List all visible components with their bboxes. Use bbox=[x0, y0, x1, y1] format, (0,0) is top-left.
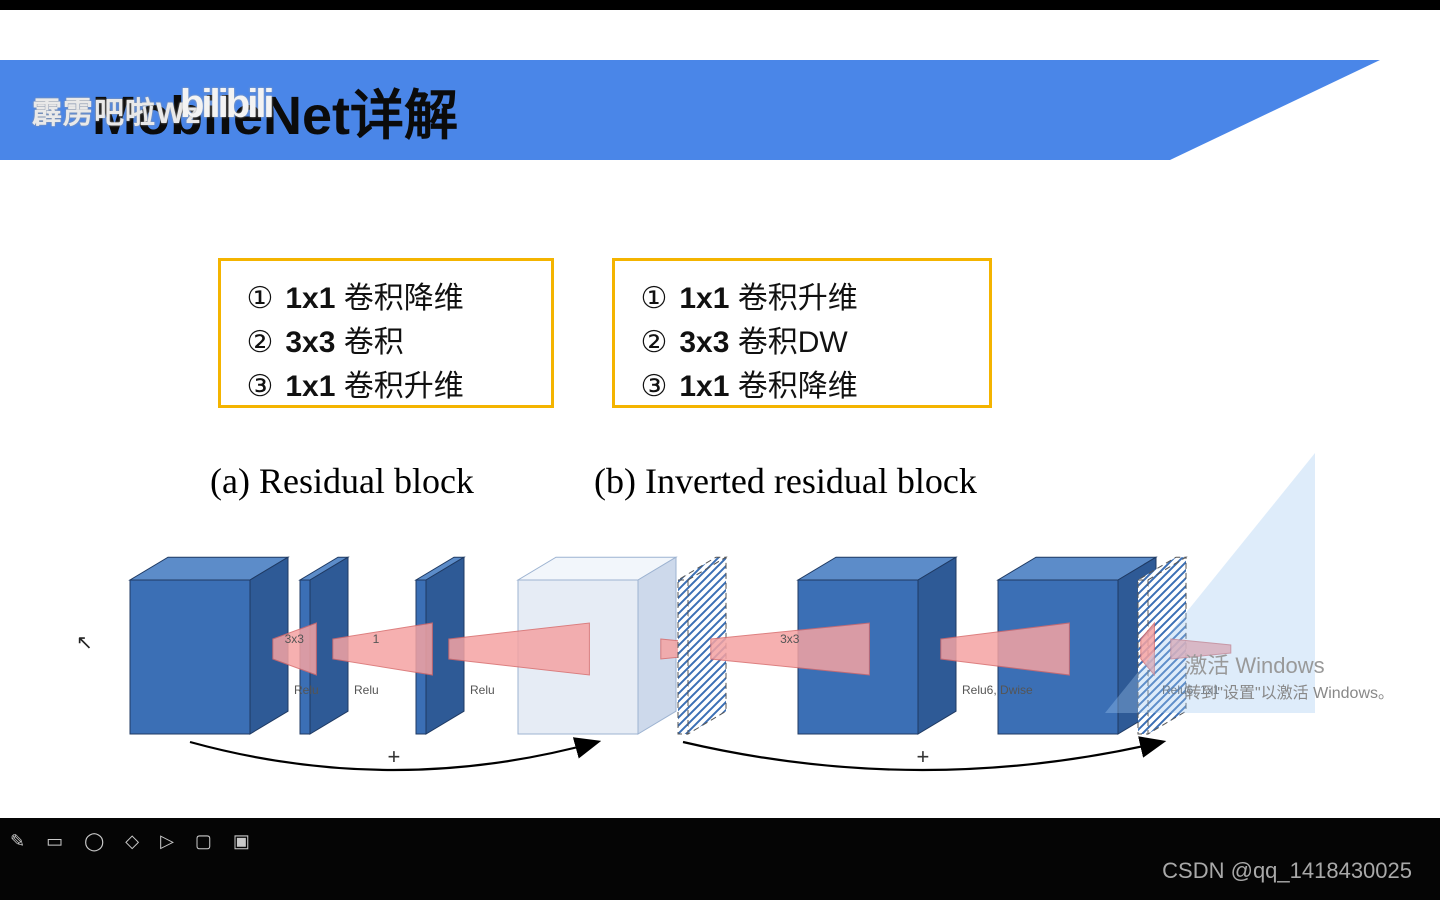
svg-text:1: 1 bbox=[373, 632, 380, 646]
caption-inverted: (b) Inverted residual block bbox=[594, 460, 977, 502]
bilibili-watermark: bilibili bbox=[180, 82, 272, 127]
author-watermark: 霹雳吧啦Wz bbox=[32, 88, 201, 132]
mouse-cursor-icon: ↖ bbox=[76, 630, 93, 655]
step-item: ③ 1x1 卷积降维 bbox=[637, 365, 955, 409]
slide: MobileNet详解 霹雳吧啦Wz bilibili ① 1x1 卷积降维 ②… bbox=[0, 10, 1440, 818]
svg-text:3x3: 3x3 bbox=[780, 632, 800, 646]
step-item: ③ 1x1 卷积升维 bbox=[243, 365, 517, 409]
steps-list-right: ① 1x1 卷积升维 ② 3x3 卷积DW ③ 1x1 卷积降维 bbox=[637, 277, 955, 409]
bottom-bar: ✎ ▭ ◯ ◇ ▷ ▢ ▣ CSDN @qq_1418430025 bbox=[0, 818, 1440, 900]
step-item: ② 3x3 卷积 bbox=[243, 321, 517, 365]
svg-text:+: + bbox=[917, 744, 930, 769]
steps-list-left: ① 1x1 卷积降维 ② 3x3 卷积 ③ 1x1 卷积升维 bbox=[243, 277, 517, 409]
svg-text:Relu6, Dwise: Relu6, Dwise bbox=[962, 683, 1033, 697]
svg-text:Relu: Relu bbox=[470, 683, 495, 697]
svg-text:Relu: Relu bbox=[294, 683, 319, 697]
step-item: ① 1x1 卷积降维 bbox=[243, 277, 517, 321]
step-item: ① 1x1 卷积升维 bbox=[637, 277, 955, 321]
step-item: ② 3x3 卷积DW bbox=[637, 321, 955, 365]
steps-box-inverted: ① 1x1 卷积升维 ② 3x3 卷积DW ③ 1x1 卷积降维 bbox=[612, 258, 992, 408]
title-triangle bbox=[1170, 60, 1380, 160]
caption-residual: (a) Residual block bbox=[210, 460, 474, 502]
svg-text:+: + bbox=[388, 744, 401, 769]
diagram-residual: 3x3 1 Relu Relu Relu + bbox=[130, 550, 670, 780]
csdn-watermark: CSDN @qq_1418430025 bbox=[1162, 858, 1412, 884]
windows-activation-watermark: 激活 Windows 转到"设置"以激活 Windows。 bbox=[1185, 652, 1394, 708]
svg-text:Relu: Relu bbox=[354, 683, 379, 697]
steps-box-residual: ① 1x1 卷积降维 ② 3x3 卷积 ③ 1x1 卷积升维 bbox=[218, 258, 554, 408]
svg-text:3x3: 3x3 bbox=[285, 632, 305, 646]
toolbar-icons: ✎ ▭ ◯ ◇ ▷ ▢ ▣ bbox=[10, 831, 258, 852]
